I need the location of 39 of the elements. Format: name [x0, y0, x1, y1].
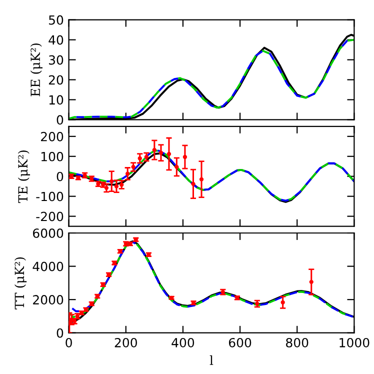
point: [166, 152, 172, 156]
y-tick-label: 0: [56, 328, 64, 338]
y-tick-label: 0: [56, 172, 64, 182]
y-tick-label: 6000: [33, 228, 64, 238]
y-axis-title: TE (μK²): [18, 150, 30, 204]
point: [126, 172, 130, 176]
point: [110, 179, 114, 184]
x-tick-label: 600: [228, 338, 252, 348]
point: [152, 148, 157, 152]
y-axis-title: EE (μK²): [30, 44, 42, 96]
point: [191, 182, 196, 186]
y-tick-label: 100: [41, 152, 64, 162]
point: [309, 280, 314, 284]
x-tick-label: 0: [66, 338, 72, 348]
x-axis-title: l: [210, 355, 214, 365]
y-axis-title: TT (μK²): [14, 257, 27, 310]
point: [280, 300, 285, 304]
point: [182, 154, 188, 160]
x-tick-label: 1000: [340, 338, 370, 348]
y-tick-label: 10: [49, 95, 64, 105]
y-tick-label: 30: [49, 55, 64, 65]
y-tick-label: 0: [56, 115, 64, 125]
point: [68, 320, 72, 325]
y-tick-label: 4000: [32, 262, 64, 272]
x-tick-label: 400: [172, 338, 194, 348]
point: [114, 184, 119, 188]
y-tick-label: 20: [48, 75, 64, 85]
y-tick-label: 40: [48, 35, 64, 45]
point: [158, 150, 164, 155]
point: [199, 177, 204, 182]
point: [174, 164, 179, 170]
point: [138, 156, 142, 160]
y-tick-label: -100: [36, 192, 64, 202]
x-tick-label: 800: [286, 338, 308, 348]
x-tick-label: 200: [114, 338, 137, 348]
y-tick-label: -200: [36, 212, 64, 222]
y-tick-label: 2000: [33, 295, 64, 304]
y-tick-label: 200: [41, 132, 64, 142]
y-tick-label: 50: [49, 15, 64, 25]
